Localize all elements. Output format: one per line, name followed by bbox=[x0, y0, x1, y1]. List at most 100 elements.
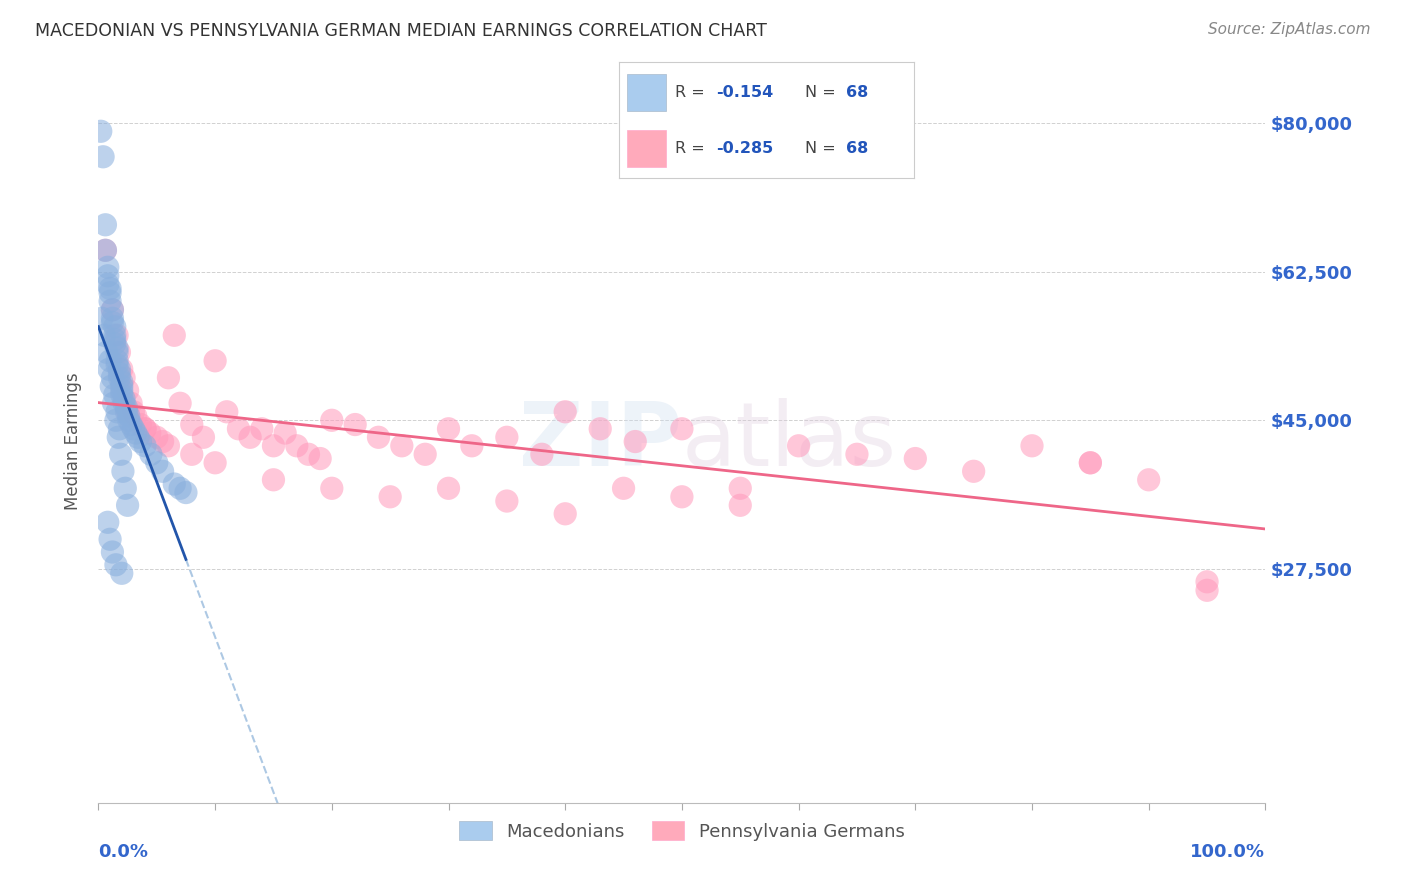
Point bbox=[846, 447, 869, 461]
Point bbox=[129, 434, 152, 449]
Point bbox=[671, 422, 693, 436]
Point bbox=[139, 425, 162, 440]
Point bbox=[104, 336, 127, 351]
Point bbox=[122, 422, 145, 436]
Legend: Macedonians, Pennsylvania Germans: Macedonians, Pennsylvania Germans bbox=[453, 814, 911, 848]
Point bbox=[193, 430, 215, 444]
Point bbox=[344, 417, 367, 432]
Text: N =: N = bbox=[804, 141, 841, 156]
Point bbox=[180, 417, 202, 432]
Point bbox=[117, 498, 139, 512]
Text: atlas: atlas bbox=[682, 398, 897, 485]
Point bbox=[204, 456, 226, 470]
Point bbox=[146, 430, 169, 444]
Text: Source: ZipAtlas.com: Source: ZipAtlas.com bbox=[1208, 22, 1371, 37]
Point bbox=[169, 481, 191, 495]
Point bbox=[111, 379, 134, 393]
Point bbox=[105, 353, 128, 368]
Point bbox=[1195, 583, 1218, 598]
Point bbox=[91, 150, 114, 164]
Point bbox=[108, 345, 131, 359]
Point bbox=[114, 481, 136, 495]
Bar bbox=[627, 129, 666, 167]
Point bbox=[530, 447, 553, 461]
Point bbox=[105, 345, 128, 359]
Point bbox=[250, 422, 273, 436]
Point bbox=[115, 405, 138, 419]
Point bbox=[239, 430, 262, 444]
Point bbox=[120, 417, 142, 432]
Point bbox=[105, 358, 128, 372]
Point bbox=[111, 566, 134, 581]
Point bbox=[120, 396, 142, 410]
Point bbox=[157, 371, 180, 385]
Point bbox=[104, 413, 127, 427]
Point bbox=[105, 328, 128, 343]
Point bbox=[103, 396, 125, 410]
Point bbox=[97, 268, 120, 283]
Point bbox=[101, 545, 124, 559]
Point bbox=[624, 434, 647, 449]
Point bbox=[104, 319, 127, 334]
Point bbox=[671, 490, 693, 504]
Point bbox=[228, 422, 250, 436]
Point bbox=[1195, 574, 1218, 589]
Point bbox=[589, 422, 612, 436]
Point bbox=[110, 447, 132, 461]
Point bbox=[117, 384, 139, 398]
Point bbox=[1021, 439, 1043, 453]
Bar bbox=[627, 74, 666, 112]
Point bbox=[163, 477, 186, 491]
Point bbox=[96, 345, 118, 359]
Text: R =: R = bbox=[675, 85, 710, 100]
Point bbox=[204, 353, 226, 368]
Point bbox=[108, 367, 131, 381]
Point bbox=[97, 516, 120, 530]
Point bbox=[117, 405, 139, 419]
Point bbox=[380, 490, 402, 504]
Point bbox=[101, 371, 124, 385]
Point bbox=[391, 439, 413, 453]
Point bbox=[730, 498, 752, 512]
Point bbox=[104, 558, 127, 572]
Point bbox=[97, 362, 120, 376]
Point bbox=[104, 388, 127, 402]
Y-axis label: Median Earnings: Median Earnings bbox=[65, 373, 83, 510]
Point bbox=[125, 409, 148, 423]
Point bbox=[904, 451, 927, 466]
Point bbox=[108, 422, 131, 436]
Point bbox=[97, 277, 120, 292]
Point bbox=[115, 401, 138, 415]
Point bbox=[180, 447, 202, 461]
Point bbox=[461, 439, 484, 453]
Point bbox=[730, 481, 752, 495]
Point bbox=[97, 260, 120, 275]
Point bbox=[93, 328, 115, 343]
Point bbox=[787, 439, 810, 453]
Point bbox=[125, 425, 148, 440]
Point bbox=[105, 341, 128, 355]
Point bbox=[101, 302, 124, 317]
Point bbox=[111, 375, 134, 389]
Point bbox=[127, 430, 149, 444]
Point bbox=[112, 371, 135, 385]
Point bbox=[98, 294, 121, 309]
Point bbox=[107, 430, 129, 444]
Point bbox=[94, 244, 117, 258]
Point bbox=[94, 244, 117, 258]
Point bbox=[285, 439, 308, 453]
Text: 68: 68 bbox=[846, 141, 869, 156]
Point bbox=[174, 485, 197, 500]
Point bbox=[554, 405, 576, 419]
Point bbox=[157, 439, 180, 453]
Text: 68: 68 bbox=[846, 85, 869, 100]
Point bbox=[94, 218, 117, 232]
Point bbox=[90, 124, 112, 138]
Point bbox=[101, 302, 124, 317]
Point bbox=[108, 362, 131, 376]
Point bbox=[1080, 456, 1102, 470]
Text: 100.0%: 100.0% bbox=[1191, 843, 1265, 861]
Point bbox=[496, 430, 519, 444]
Text: ZIP: ZIP bbox=[519, 398, 682, 485]
Point bbox=[437, 481, 460, 495]
